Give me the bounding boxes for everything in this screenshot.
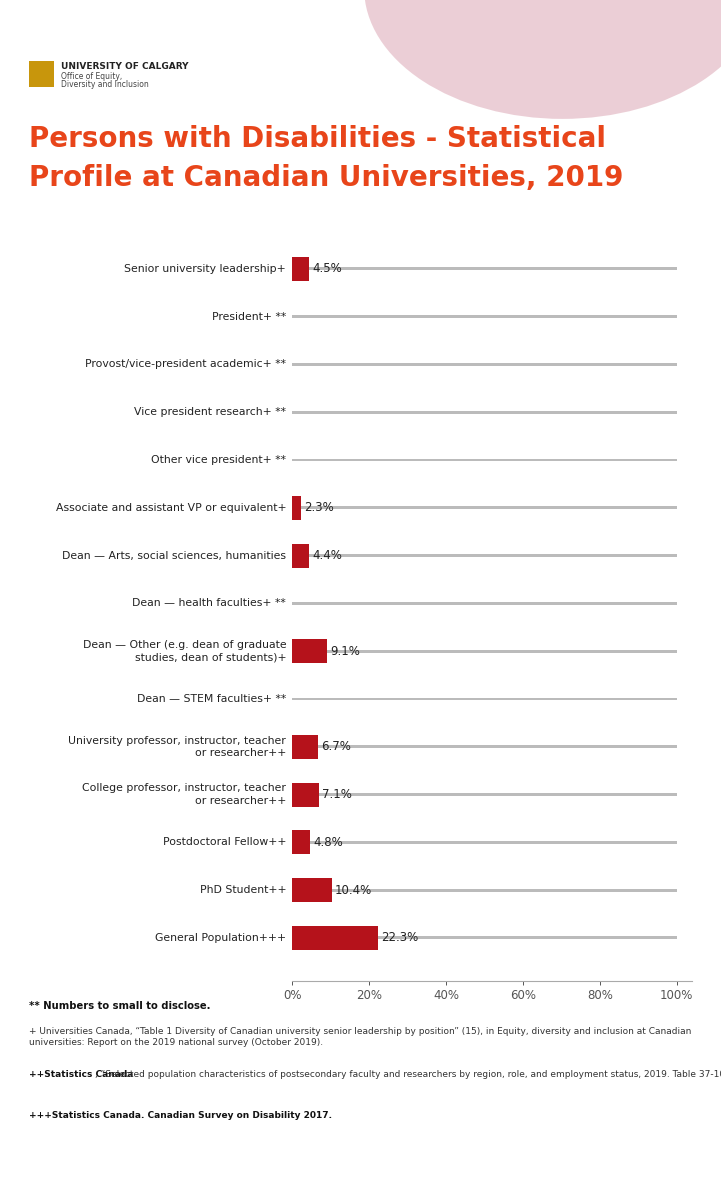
Text: Other vice president+ **: Other vice president+ ** bbox=[151, 455, 286, 465]
Text: 4.8%: 4.8% bbox=[314, 836, 343, 849]
Bar bbox=[292, 830, 311, 854]
Text: , “Selected population characteristics of postsecondary faculty and researchers : , “Selected population characteristics o… bbox=[95, 1070, 721, 1080]
Bar bbox=[292, 459, 677, 461]
Bar bbox=[292, 602, 677, 605]
Bar bbox=[292, 554, 677, 558]
Text: Dean — STEM faculties+ **: Dean — STEM faculties+ ** bbox=[137, 694, 286, 704]
Text: Office of Equity,: Office of Equity, bbox=[61, 71, 123, 81]
Text: Dean — Other (e.g. dean of graduate
studies, dean of students)+: Dean — Other (e.g. dean of graduate stud… bbox=[83, 640, 286, 662]
Bar bbox=[292, 315, 677, 319]
Bar bbox=[292, 640, 327, 663]
Bar bbox=[292, 888, 677, 892]
Text: President+ **: President+ ** bbox=[212, 312, 286, 322]
Bar bbox=[292, 793, 677, 795]
Bar bbox=[292, 746, 677, 748]
Text: Provost/vice-president academic+ **: Provost/vice-president academic+ ** bbox=[85, 359, 286, 370]
Bar bbox=[292, 879, 332, 902]
Text: 10.4%: 10.4% bbox=[335, 883, 372, 897]
Text: University professor, instructor, teacher
or researcher++: University professor, instructor, teache… bbox=[68, 736, 286, 757]
Text: General Population+++: General Population+++ bbox=[155, 933, 286, 943]
Bar bbox=[292, 698, 677, 700]
Bar bbox=[292, 937, 677, 939]
Bar bbox=[292, 507, 677, 509]
Text: 6.7%: 6.7% bbox=[321, 741, 350, 754]
Text: +++Statistics Canada. Canadian Survey on Disability 2017.: +++Statistics Canada. Canadian Survey on… bbox=[29, 1111, 332, 1120]
Bar bbox=[292, 411, 677, 414]
Bar bbox=[292, 496, 301, 520]
Text: Dean — health faculties+ **: Dean — health faculties+ ** bbox=[133, 598, 286, 609]
Text: Associate and assistant VP or equivalent+: Associate and assistant VP or equivalent… bbox=[56, 503, 286, 512]
Bar bbox=[292, 926, 378, 950]
Text: 4.5%: 4.5% bbox=[312, 263, 342, 276]
Text: Senior university leadership+: Senior university leadership+ bbox=[125, 264, 286, 273]
Text: 22.3%: 22.3% bbox=[381, 931, 418, 944]
Text: ++Statistics Canada: ++Statistics Canada bbox=[29, 1070, 133, 1080]
Text: Profile at Canadian Universities, 2019: Profile at Canadian Universities, 2019 bbox=[29, 164, 623, 193]
Text: Diversity and Inclusion: Diversity and Inclusion bbox=[61, 80, 149, 89]
Bar bbox=[292, 841, 677, 844]
Bar bbox=[292, 257, 309, 281]
Bar bbox=[292, 649, 677, 653]
Text: + Universities Canada, “Table 1 Diversity of Canadian university senior leadersh: + Universities Canada, “Table 1 Diversit… bbox=[29, 1027, 691, 1046]
Text: 7.1%: 7.1% bbox=[322, 788, 353, 801]
Text: Vice president research+ **: Vice president research+ ** bbox=[134, 408, 286, 417]
Bar bbox=[292, 782, 319, 806]
Bar bbox=[292, 268, 677, 270]
Text: Persons with Disabilities - Statistical: Persons with Disabilities - Statistical bbox=[29, 125, 606, 153]
Text: 2.3%: 2.3% bbox=[304, 502, 334, 515]
Text: ** Numbers to small to disclose.: ** Numbers to small to disclose. bbox=[29, 1001, 211, 1011]
Text: UNIVERSITY OF CALGARY: UNIVERSITY OF CALGARY bbox=[61, 62, 189, 71]
Bar bbox=[292, 543, 309, 567]
Bar bbox=[292, 363, 677, 366]
Text: Dean — Arts, social sciences, humanities: Dean — Arts, social sciences, humanities bbox=[62, 551, 286, 561]
Bar bbox=[292, 735, 318, 759]
Text: College professor, instructor, teacher
or researcher++: College professor, instructor, teacher o… bbox=[82, 784, 286, 806]
Text: Postdoctoral Fellow++: Postdoctoral Fellow++ bbox=[163, 837, 286, 848]
Text: 4.4%: 4.4% bbox=[312, 549, 342, 562]
Text: PhD Student++: PhD Student++ bbox=[200, 885, 286, 895]
Text: 9.1%: 9.1% bbox=[330, 644, 360, 658]
